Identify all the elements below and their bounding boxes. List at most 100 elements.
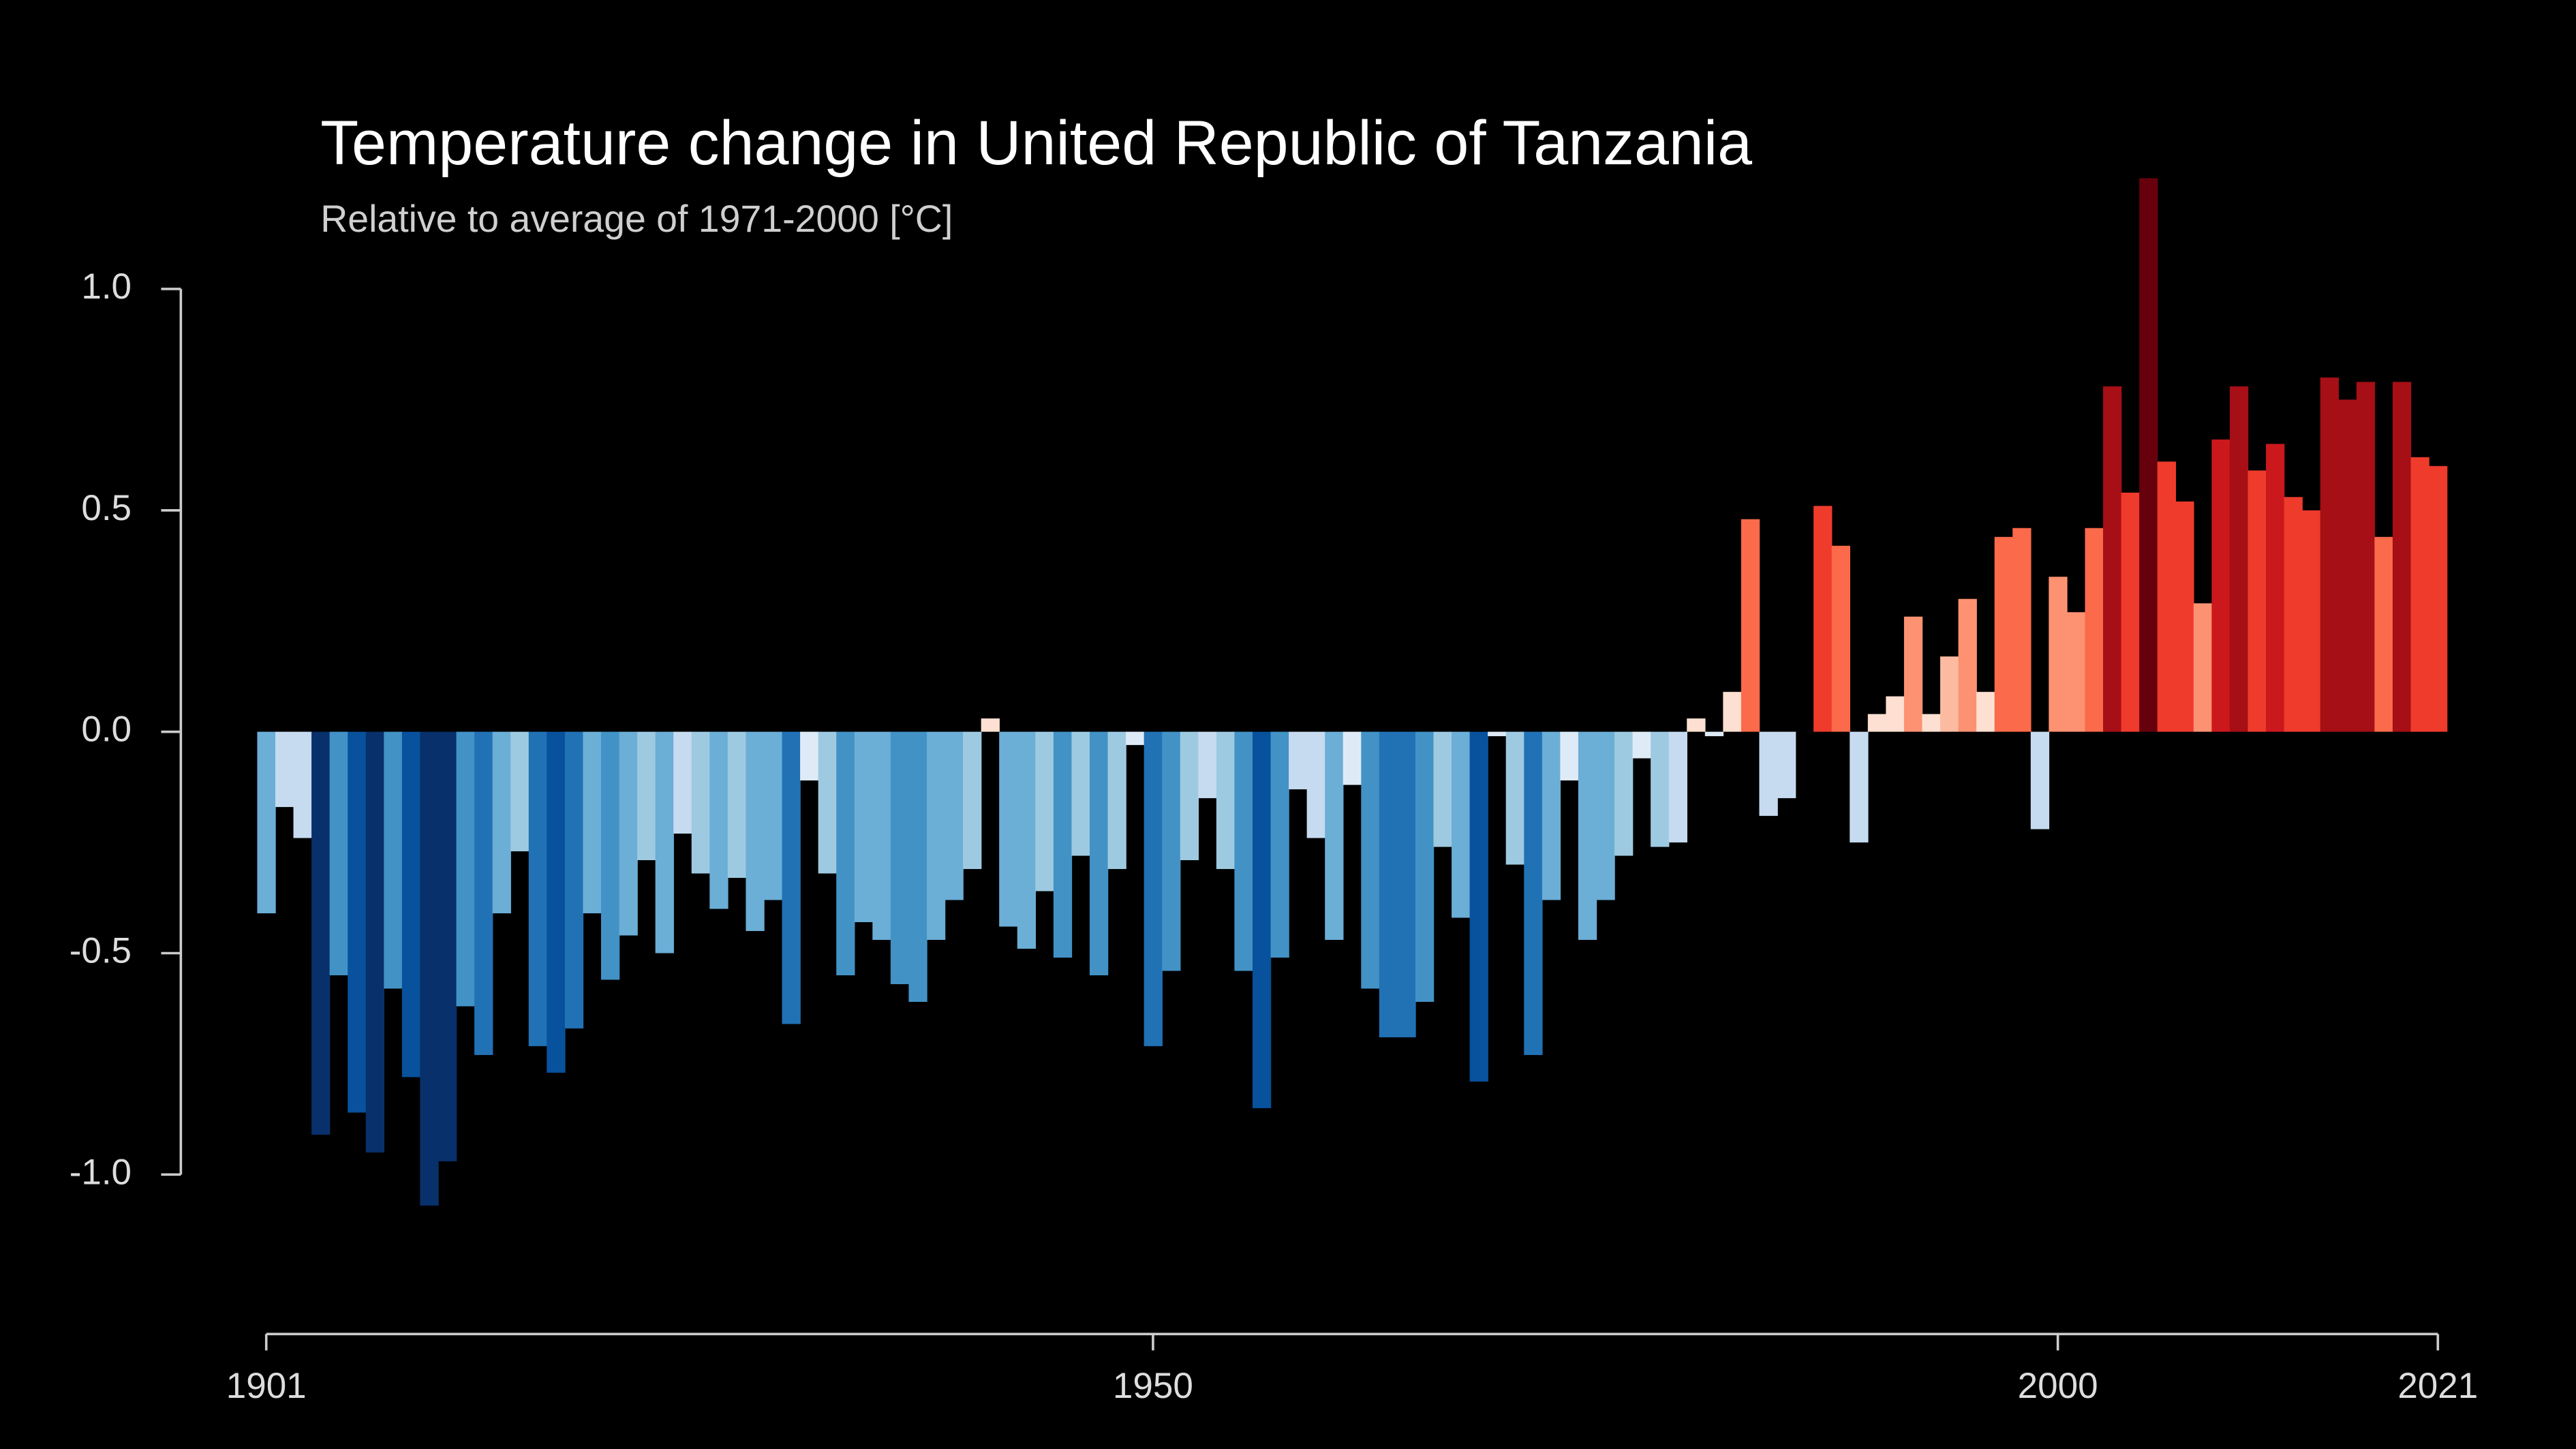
bar [2193,603,2213,732]
bar [275,731,294,808]
bar [926,731,946,941]
bar [2374,536,2393,732]
bar [293,731,312,838]
bar [1578,731,1597,941]
bar [1505,731,1525,865]
bar [438,731,457,1161]
bar [583,731,602,914]
bar [1994,536,2013,732]
bar [2030,731,2050,829]
bar [1162,731,1181,971]
bar [1596,731,1615,900]
x-tick-label: 1950 [1113,1366,1193,1406]
bar [818,731,837,874]
bar [257,731,276,914]
bar [1252,731,1272,1108]
bar [2392,382,2412,732]
bar [2049,577,2068,732]
bar [1325,731,1344,941]
bar [1886,696,1905,732]
bar [1958,598,1977,732]
bar [1035,731,1054,891]
bar [365,731,385,1153]
chart-subtitle: Relative to average of 1971-2000 [°C] [320,198,953,240]
bar [2211,439,2230,732]
bar [1289,731,1308,790]
bar [2085,528,2104,732]
bar [1651,731,1670,847]
bar [474,731,493,1055]
bar [1452,731,1471,918]
bar [1687,718,1706,732]
bar [2266,444,2285,732]
bar [2103,386,2122,732]
bar [564,731,584,1028]
bar [510,731,530,852]
bar [999,731,1018,927]
bar [1831,545,1850,732]
bar [782,731,801,1024]
bar [1922,714,1941,732]
bar [1850,731,1869,843]
bar [1777,731,1796,799]
bar [872,731,891,941]
bar [528,731,548,1046]
bar [2175,501,2194,732]
bar [2012,528,2031,732]
bar [1306,731,1325,838]
y-tick-label: 0.5 [81,488,132,528]
bar [673,731,692,834]
bar [1542,731,1561,900]
bar [1234,731,1253,971]
bar [1361,731,1380,989]
y-tick-label: -0.5 [70,931,132,971]
x-tick-label: 1901 [226,1366,307,1406]
bar [2248,470,2267,732]
bar [1107,731,1126,870]
bar [1415,731,1435,1002]
bar [1397,731,1416,1037]
bar [619,731,638,936]
bar [908,731,927,1002]
bar [2229,386,2249,732]
bar [1198,731,1217,799]
bar [1343,731,1362,785]
bar [384,731,403,989]
bar [746,731,765,932]
bar [727,731,747,879]
bar [348,731,367,1113]
bar [1017,731,1037,949]
bar [836,731,855,975]
bar [1976,692,1995,732]
bar [709,731,729,909]
bar [655,731,674,954]
bar [1903,616,1923,732]
bar [492,731,511,914]
bar [1940,656,1959,732]
bar [1144,731,1163,1046]
bar [401,731,421,1078]
bar [2356,382,2376,732]
bar [1379,731,1398,1037]
bar [1813,506,1833,732]
x-tick-label: 2021 [2397,1366,2478,1406]
chart-title: Temperature change in United Republic of… [320,108,1752,178]
bar [1704,731,1724,737]
bar [600,731,620,980]
bar [1270,731,1289,958]
bar [1560,731,1579,781]
bar [963,731,982,870]
x-tick-label: 2000 [2018,1366,2098,1406]
bar [2121,492,2140,732]
bar [420,731,439,1206]
bar [2320,377,2339,732]
bar [1071,731,1090,856]
bar [1614,731,1634,856]
bar [2284,497,2303,732]
bar [329,731,348,975]
bar [1180,731,1199,861]
bar [2157,461,2176,732]
bar [1053,731,1073,958]
